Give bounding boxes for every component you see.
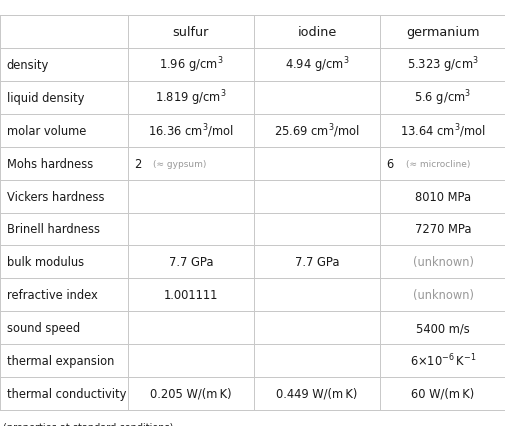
Text: $6{\times}10^{-6}\,\mathrm{K}^{-1}$: $6{\times}10^{-6}\,\mathrm{K}^{-1}$ bbox=[409, 352, 475, 369]
Text: 7.7 GPa: 7.7 GPa bbox=[168, 256, 213, 269]
Text: 60 W/(m K): 60 W/(m K) bbox=[411, 387, 474, 400]
Text: 16.36 cm$^3$/mol: 16.36 cm$^3$/mol bbox=[147, 122, 233, 140]
Text: 0.449 W/(m K): 0.449 W/(m K) bbox=[276, 387, 357, 400]
Text: thermal conductivity: thermal conductivity bbox=[7, 387, 126, 400]
Text: 7.7 GPa: 7.7 GPa bbox=[294, 256, 338, 269]
Text: molar volume: molar volume bbox=[7, 124, 86, 138]
Text: 1.819 g/cm$^3$: 1.819 g/cm$^3$ bbox=[155, 89, 226, 108]
Text: (≈ gypsum): (≈ gypsum) bbox=[153, 159, 206, 168]
Text: density: density bbox=[7, 59, 48, 72]
Text: 25.69 cm$^3$/mol: 25.69 cm$^3$/mol bbox=[273, 122, 360, 140]
Text: 0.205 W/(m K): 0.205 W/(m K) bbox=[149, 387, 231, 400]
Text: Brinell hardness: Brinell hardness bbox=[7, 223, 99, 236]
Text: Vickers hardness: Vickers hardness bbox=[7, 190, 104, 203]
Text: (properties at standard conditions): (properties at standard conditions) bbox=[3, 422, 173, 426]
Text: bulk modulus: bulk modulus bbox=[7, 256, 83, 269]
Text: sound speed: sound speed bbox=[7, 321, 80, 334]
Text: (≈ microcline): (≈ microcline) bbox=[405, 159, 469, 168]
Text: 6: 6 bbox=[386, 157, 393, 170]
Text: 13.64 cm$^3$/mol: 13.64 cm$^3$/mol bbox=[399, 122, 485, 140]
Text: 2: 2 bbox=[134, 157, 141, 170]
Text: sulfur: sulfur bbox=[172, 26, 209, 39]
Text: iodine: iodine bbox=[297, 26, 336, 39]
Text: (unknown): (unknown) bbox=[412, 288, 473, 302]
Text: 1.001111: 1.001111 bbox=[163, 288, 218, 302]
Text: (unknown): (unknown) bbox=[412, 256, 473, 269]
Text: 8010 MPa: 8010 MPa bbox=[414, 190, 470, 203]
Text: liquid density: liquid density bbox=[7, 92, 84, 105]
Text: thermal expansion: thermal expansion bbox=[7, 354, 114, 367]
Text: refractive index: refractive index bbox=[7, 288, 97, 302]
Text: germanium: germanium bbox=[406, 26, 479, 39]
Text: Mohs hardness: Mohs hardness bbox=[7, 157, 92, 170]
Text: 5400 m/s: 5400 m/s bbox=[415, 321, 469, 334]
Text: 5.323 g/cm$^3$: 5.323 g/cm$^3$ bbox=[407, 56, 478, 75]
Text: 4.94 g/cm$^3$: 4.94 g/cm$^3$ bbox=[284, 56, 348, 75]
Text: 5.6 g/cm$^3$: 5.6 g/cm$^3$ bbox=[414, 89, 471, 108]
Text: 1.96 g/cm$^3$: 1.96 g/cm$^3$ bbox=[158, 56, 223, 75]
Text: 7270 MPa: 7270 MPa bbox=[414, 223, 470, 236]
